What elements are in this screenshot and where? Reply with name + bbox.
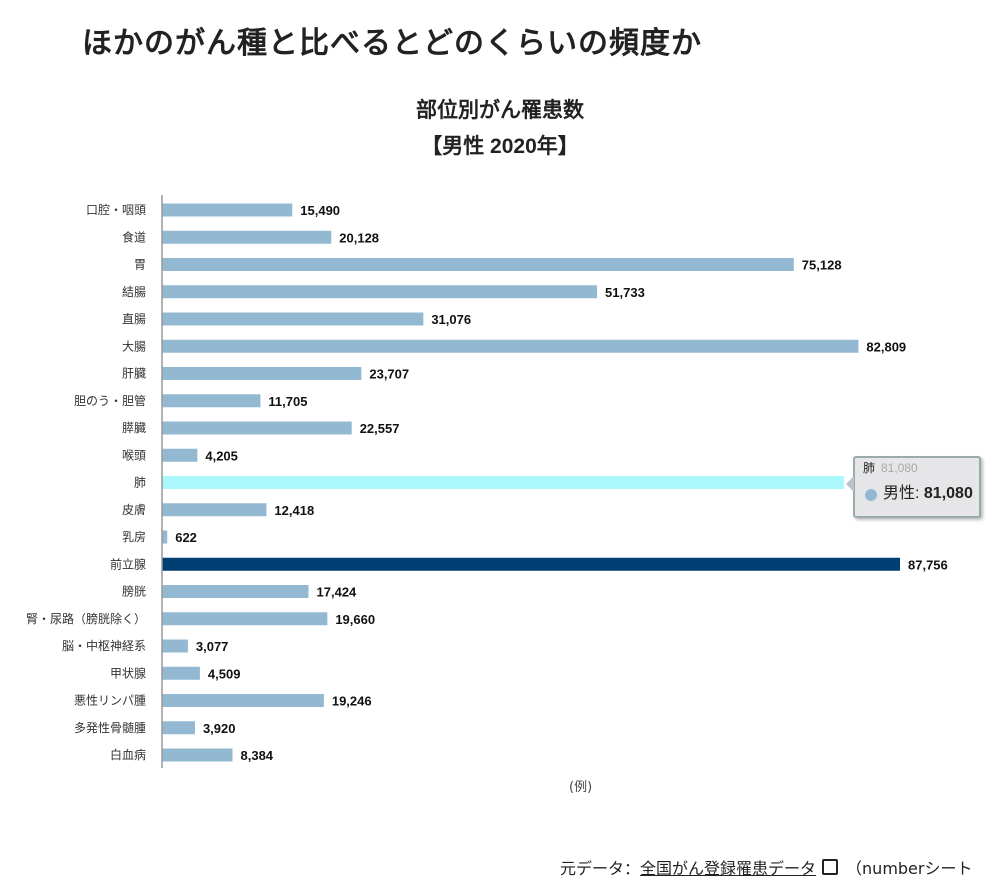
data-label: 75,128	[802, 258, 842, 273]
source-prefix: 元データ：	[560, 859, 641, 878]
bar[interactable]	[162, 585, 309, 598]
data-label: 23,707	[369, 367, 409, 382]
tooltip-series: 男性:	[883, 485, 924, 502]
category-label: 喉頭	[122, 448, 146, 462]
source-link[interactable]: 全国がん登録罹患データ	[640, 859, 817, 878]
data-label: 622	[175, 530, 197, 545]
bar[interactable]	[162, 203, 293, 217]
data-label: 19,246	[332, 694, 372, 709]
bar[interactable]	[162, 503, 267, 517]
category-label: 肺	[134, 476, 146, 490]
bar[interactable]	[162, 639, 188, 653]
page-heading: ほかのがん種と比べるとどのくらいの頻度か	[82, 26, 702, 61]
category-label: 大腸	[122, 339, 146, 353]
bar[interactable]	[162, 476, 844, 489]
category-label: 結腸	[122, 285, 146, 299]
data-label: 22,557	[360, 421, 400, 436]
category-label: 胃	[134, 258, 146, 272]
category-label: 食道	[122, 229, 146, 244]
bar[interactable]	[162, 421, 352, 435]
category-label: 皮膚	[122, 502, 146, 517]
bar[interactable]	[162, 312, 424, 326]
chart-title: 部位別がん罹患数	[416, 99, 584, 122]
bar[interactable]	[162, 666, 200, 680]
bar[interactable]	[162, 230, 332, 244]
data-label: 3,077	[196, 639, 229, 654]
tooltip-arrow	[846, 476, 854, 492]
data-label: 20,128	[339, 230, 379, 245]
data-label: 12,418	[274, 503, 314, 518]
category-label: 肝臓	[122, 367, 146, 381]
legend[interactable]: (例)	[569, 780, 593, 795]
category-label: 多発性骨髄腫	[74, 720, 146, 735]
bar[interactable]	[162, 530, 168, 544]
data-label: 82,809	[866, 339, 906, 354]
category-label: 脳・中枢神経系	[62, 638, 146, 653]
data-label: 31,076	[431, 312, 471, 327]
tooltip-value: 男性: 81,080	[883, 485, 973, 503]
category-label: 前立腺	[110, 556, 146, 571]
data-label: 4,509	[208, 666, 241, 681]
data-label: 3,920	[203, 721, 236, 736]
category-label: 悪性リンパ腫	[74, 694, 146, 708]
bar[interactable]	[162, 557, 900, 571]
series-dot-icon	[865, 489, 877, 501]
bar[interactable]	[162, 448, 198, 462]
bar[interactable]	[162, 748, 233, 762]
source-note: 元データ：全国がん登録罹患データ （numberシート	[560, 855, 972, 879]
tooltip-ghost-label: 81,080	[881, 461, 918, 475]
bar[interactable]	[162, 721, 195, 735]
bar[interactable]	[162, 285, 598, 299]
source-suffix: （numberシート	[846, 859, 973, 878]
category-label: 白血病	[110, 747, 146, 762]
tooltip-number: 81,080	[923, 485, 973, 502]
data-label: 15,490	[300, 203, 340, 218]
data-label: 51,733	[605, 285, 645, 300]
category-label: 甲状腺	[110, 666, 146, 680]
bar[interactable]	[162, 339, 859, 353]
category-label: 乳房	[122, 529, 146, 544]
bar[interactable]	[162, 367, 362, 380]
data-label: 17,424	[317, 585, 358, 600]
tooltip-category: 肺	[863, 461, 876, 475]
data-label: 11,705	[268, 394, 307, 409]
chart-subtitle: 【男性 2020年】	[421, 135, 579, 158]
category-label: 膵臓	[122, 421, 146, 435]
bar[interactable]	[162, 694, 324, 707]
category-label: 膀胱	[122, 584, 146, 599]
data-label: 4,205	[205, 448, 238, 463]
category-label: 胆のう・胆管	[74, 393, 146, 408]
category-label: 口腔・咽頭	[86, 202, 146, 217]
data-label: 8,384	[241, 748, 274, 763]
bar[interactable]	[162, 612, 328, 626]
data-label: 87,756	[908, 557, 948, 572]
data-label: 19,660	[335, 612, 375, 627]
bar[interactable]	[162, 258, 794, 271]
bar[interactable]	[162, 394, 261, 408]
category-label: 直腸	[122, 312, 146, 326]
external-link-icon[interactable]	[822, 859, 839, 875]
tooltip: 肺 81,080 男性: 81,080	[846, 456, 981, 518]
category-label: 腎・尿路（膀胱除く）	[26, 611, 146, 626]
